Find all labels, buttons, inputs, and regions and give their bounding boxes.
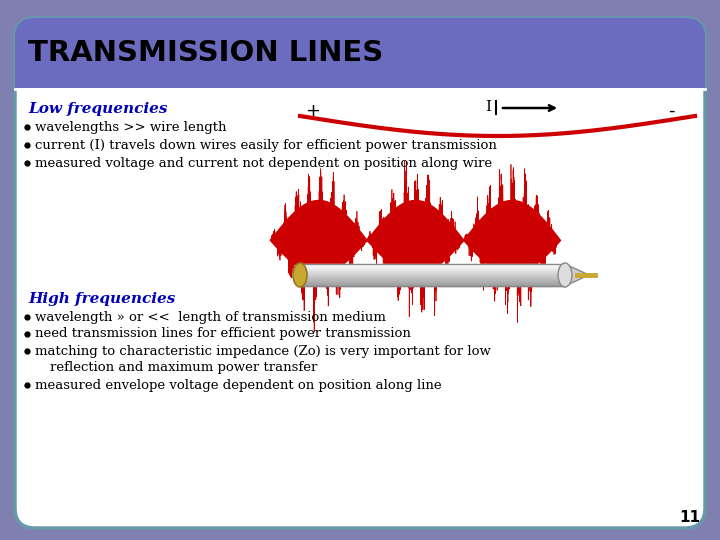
Text: wavelengths >> wire length: wavelengths >> wire length [35, 120, 227, 133]
Text: -: - [668, 102, 675, 120]
Ellipse shape [293, 263, 307, 287]
Text: measured envelope voltage dependent on position along line: measured envelope voltage dependent on p… [35, 379, 441, 392]
Text: reflection and maximum power transfer: reflection and maximum power transfer [50, 361, 318, 375]
Text: matching to characteristic impedance (Zo) is very important for low: matching to characteristic impedance (Zo… [35, 345, 491, 357]
FancyBboxPatch shape [15, 18, 705, 528]
Text: current (I) travels down wires easily for efficient power transmission: current (I) travels down wires easily fo… [35, 138, 497, 152]
FancyBboxPatch shape [15, 18, 705, 88]
Bar [300, 264, 565, 286]
Text: measured voltage and current not dependent on position along wire: measured voltage and current not depende… [35, 157, 492, 170]
Text: I: I [485, 100, 491, 114]
Text: Low frequencies: Low frequencies [28, 102, 168, 116]
Text: 11: 11 [679, 510, 700, 525]
Bar [15, 66, 705, 88]
Text: TRANSMISSION LINES: TRANSMISSION LINES [28, 39, 383, 67]
Polygon shape [565, 264, 589, 286]
Text: wavelength » or <<  length of transmission medium: wavelength » or << length of transmissio… [35, 310, 386, 323]
Ellipse shape [558, 263, 572, 287]
Text: +: + [305, 102, 320, 120]
Text: need transmission lines for efficient power transmission: need transmission lines for efficient po… [35, 327, 411, 341]
Text: High frequencies: High frequencies [28, 292, 176, 306]
